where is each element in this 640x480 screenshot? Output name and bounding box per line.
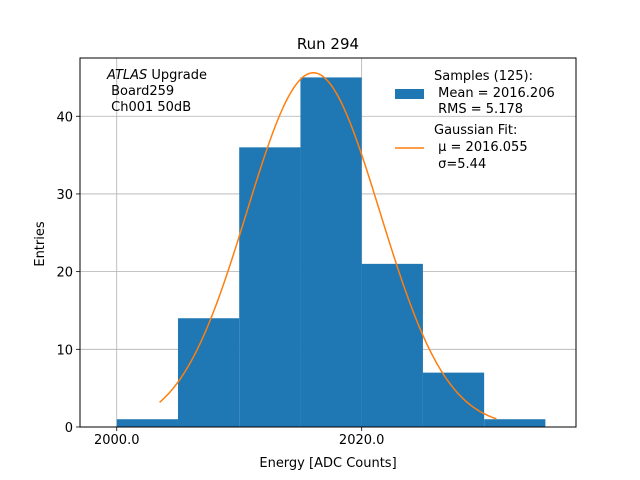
annotation-line-2: Board259 bbox=[107, 84, 174, 99]
legend: Samples (125): Mean = 2016.206 RMS = 5.1… bbox=[395, 69, 555, 172]
histogram-bar bbox=[422, 372, 485, 427]
histogram-bar bbox=[177, 318, 240, 427]
legend-fit-line-1: Gaussian Fit: bbox=[434, 123, 517, 138]
y-tick-label: 30 bbox=[56, 188, 73, 203]
histogram-bar bbox=[484, 419, 546, 427]
x-tick-label: 2000.0 bbox=[94, 433, 140, 448]
legend-samples-line-3: RMS = 5.178 bbox=[434, 102, 523, 117]
y-axis-label: Entries bbox=[33, 221, 48, 267]
fit-curve bbox=[159, 72, 497, 420]
gaussian-fit bbox=[159, 72, 497, 420]
legend-samples-line-1: Samples (125): bbox=[434, 69, 533, 84]
histogram-bar bbox=[239, 147, 301, 427]
axis-ticks: 2000.0 2020.0 0 10 20 30 40 bbox=[56, 110, 384, 448]
annotation-line-1: ATLAS Upgrade bbox=[106, 68, 207, 83]
histogram-bar bbox=[116, 419, 178, 427]
x-tick-label: 2020.0 bbox=[339, 433, 385, 448]
y-tick-label: 40 bbox=[56, 110, 73, 125]
legend-fit-line-3: σ=5.44 bbox=[434, 157, 486, 172]
x-axis-label: Energy [ADC Counts] bbox=[259, 456, 396, 471]
legend-patch-samples bbox=[395, 89, 424, 99]
histogram-bars bbox=[116, 77, 546, 427]
y-tick-label: 20 bbox=[56, 266, 73, 281]
y-tick-label: 0 bbox=[65, 421, 73, 436]
axes-frame bbox=[79, 57, 577, 428]
y-tick-label: 10 bbox=[56, 343, 73, 358]
annotation-line-3: Ch001 50dB bbox=[107, 100, 191, 115]
histogram-bar bbox=[300, 77, 362, 427]
annotation-box: ATLAS Upgrade Board259 Ch001 50dB bbox=[106, 68, 207, 115]
legend-fit-line-2: μ = 2016.055 bbox=[434, 140, 528, 155]
histogram-bar bbox=[361, 263, 423, 427]
annotation-rest: Upgrade bbox=[147, 68, 207, 83]
legend-samples-line-2: Mean = 2016.206 bbox=[434, 86, 555, 101]
plot-area: 2000.0 2020.0 0 10 20 30 40 bbox=[56, 57, 577, 448]
annotation-italic: ATLAS bbox=[106, 68, 147, 83]
chart-title: Run 294 bbox=[297, 35, 359, 53]
